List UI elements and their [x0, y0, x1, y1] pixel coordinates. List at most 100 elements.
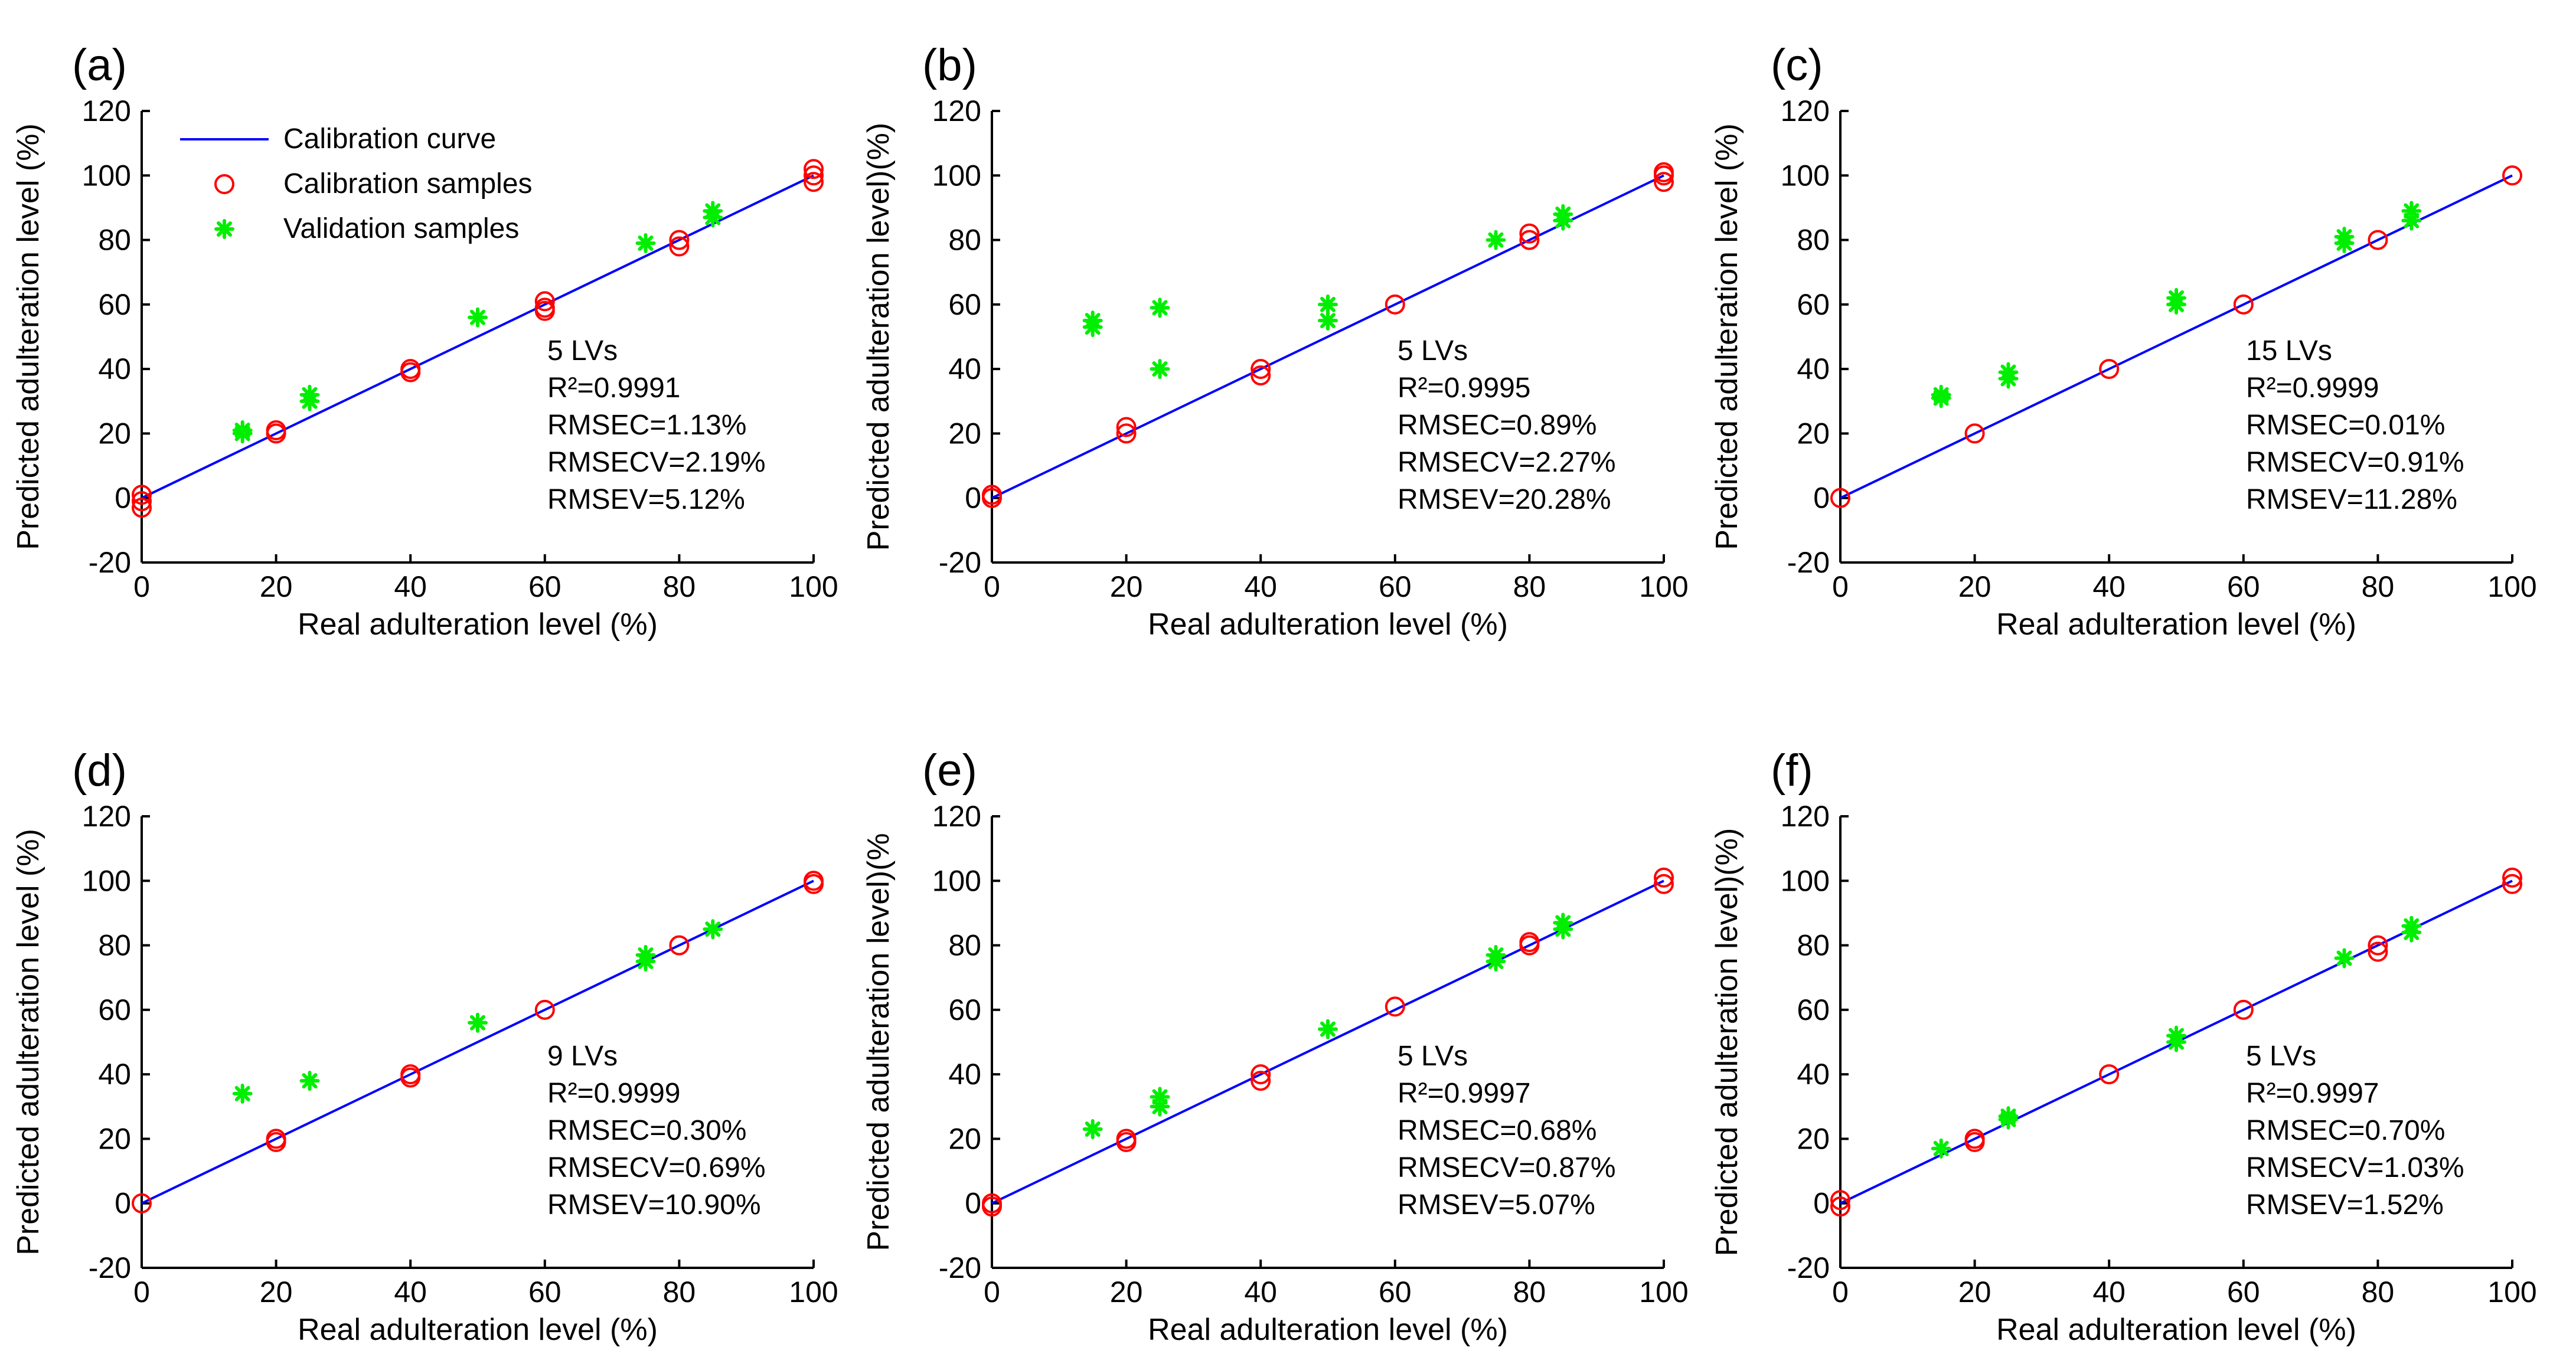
- x-tick-label: 20: [260, 570, 293, 603]
- y-tick-label: 60: [948, 288, 981, 321]
- calibration-sample-point: [1251, 1071, 1271, 1091]
- validation-sample-point: [2334, 233, 2355, 254]
- y-tick-label: -20: [1787, 1251, 1830, 1284]
- y-tick-label: 20: [98, 1122, 131, 1155]
- validation-sample-point: [1318, 294, 1338, 315]
- y-tick-label: 0: [115, 1187, 131, 1220]
- calibration-sample-point: [534, 291, 555, 312]
- calibration-sample-point: [1116, 417, 1137, 437]
- x-tick-label: 40: [2092, 570, 2126, 603]
- calibration-sample-point: [2233, 999, 2254, 1020]
- y-tick-label: 80: [98, 929, 131, 962]
- x-tick-label: 80: [663, 1276, 696, 1309]
- validation-sample-point: [1082, 1119, 1103, 1140]
- stats-line: RMSEC=0.70%: [2246, 1115, 2445, 1146]
- x-tick-label: 60: [2227, 570, 2260, 603]
- x-tick-label: 20: [1958, 570, 1991, 603]
- y-tick-label: 80: [1797, 929, 1830, 962]
- calibration-sample-point: [2502, 874, 2522, 894]
- y-tick-label: 0: [965, 482, 981, 515]
- stats-line: RMSEV=1.52%: [2246, 1189, 2444, 1221]
- x-tick-label: 100: [2487, 1276, 2536, 1309]
- x-tick-label: 60: [1379, 1276, 1412, 1309]
- calibration-sample-point: [1385, 996, 1405, 1017]
- validation-sample-point: [232, 1083, 253, 1104]
- x-tick-label: 0: [1832, 1276, 1849, 1309]
- calibration-sample-point: [1830, 1196, 1850, 1217]
- calibration-sample-point: [1519, 935, 1540, 956]
- calibration-sample-point: [1385, 294, 1405, 315]
- calibration-sample-point: [400, 1067, 421, 1088]
- stats-line: RMSEV=11.28%: [2246, 484, 2457, 515]
- y-tick-label: 80: [1797, 224, 1830, 257]
- calibration-sample-point: [669, 935, 690, 956]
- stats-line: 5 LVs: [1398, 335, 1468, 367]
- y-tick-label: 100: [1781, 159, 1830, 192]
- legend-label: Calibration samples: [283, 168, 533, 200]
- validation-sample-point: [2334, 948, 2355, 969]
- y-tick-label: 60: [1797, 288, 1830, 321]
- y-tick-label: -20: [89, 1251, 131, 1284]
- x-tick-label: 20: [260, 1276, 293, 1309]
- validation-sample-point: [1998, 1109, 2019, 1130]
- validation-sample-point: [1553, 210, 1573, 231]
- panel-label: (c): [1771, 40, 1823, 90]
- calibration-sample-point: [1116, 423, 1137, 444]
- y-tick-label: 20: [1797, 417, 1830, 450]
- y-axis-title: Predicted adulteration level (%): [11, 829, 45, 1255]
- x-tick-label: 0: [133, 1276, 150, 1309]
- calibration-curve-line: [1840, 174, 2513, 499]
- validation-sample-point: [1318, 310, 1338, 331]
- y-tick-label: 20: [98, 417, 131, 450]
- y-axis-title: Predicted adulteration level)(%: [861, 833, 896, 1251]
- calibration-sample-point: [1964, 1131, 1985, 1152]
- calibration-sample-point: [2368, 941, 2388, 962]
- validation-sample-point: [2401, 922, 2422, 943]
- calibration-sample-point: [2099, 1064, 2120, 1085]
- x-axis-title: Real adulteration level (%): [1148, 1313, 1508, 1347]
- validation-sample-point: [2166, 294, 2186, 315]
- stats-line: RMSEC=0.89%: [1398, 410, 1596, 441]
- calibration-sample-point: [2233, 294, 2254, 315]
- calibration-sample-point: [1830, 488, 1850, 508]
- y-axis-title: Predicted adulteration level)(%): [1710, 828, 1744, 1256]
- x-tick-label: 100: [1639, 570, 1688, 603]
- stats-line: RMSEC=0.30%: [547, 1115, 746, 1146]
- stats-line: RMSEV=5.12%: [547, 484, 745, 515]
- calibration-sample-point: [669, 230, 690, 250]
- calibration-sample-point: [1116, 1131, 1137, 1152]
- x-tick-label: 20: [1110, 570, 1143, 603]
- y-tick-label: 120: [932, 94, 981, 127]
- stats-line: 5 LVs: [547, 335, 618, 367]
- calibration-sample-point: [804, 172, 824, 192]
- x-tick-label: 40: [2092, 1276, 2126, 1309]
- calibration-sample-point: [804, 874, 824, 894]
- calibration-sample-point: [1654, 172, 1674, 192]
- x-tick-label: 60: [1379, 570, 1412, 603]
- x-tick-label: 80: [1513, 570, 1546, 603]
- validation-sample-point: [2401, 210, 2422, 231]
- calibration-sample-point: [1654, 874, 1674, 894]
- y-tick-label: -20: [939, 546, 981, 579]
- x-tick-label: 40: [1244, 1276, 1277, 1309]
- x-tick-label: 0: [1832, 570, 1849, 603]
- y-tick-label: 80: [948, 929, 981, 962]
- x-axis-title: Real adulteration level (%): [1996, 607, 2356, 642]
- calibration-sample-point: [2099, 359, 2120, 380]
- x-tick-label: 20: [1958, 1276, 1991, 1309]
- stats-line: RMSEC=1.13%: [547, 410, 746, 441]
- y-tick-label: 60: [948, 993, 981, 1026]
- stats-line: R²=0.9991: [547, 372, 681, 404]
- stats-line: RMSEC=0.01%: [2246, 410, 2445, 441]
- y-tick-label: 0: [1813, 482, 1830, 515]
- x-axis-title: Real adulteration level (%): [1996, 1313, 2356, 1347]
- y-axis-title: Predicted adulteration level (%): [11, 123, 45, 550]
- stats-line: R²=0.9997: [2246, 1078, 2379, 1109]
- calibration-sample-point: [804, 165, 824, 186]
- validation-sample-point: [2166, 1032, 2186, 1052]
- y-tick-label: 100: [82, 159, 131, 192]
